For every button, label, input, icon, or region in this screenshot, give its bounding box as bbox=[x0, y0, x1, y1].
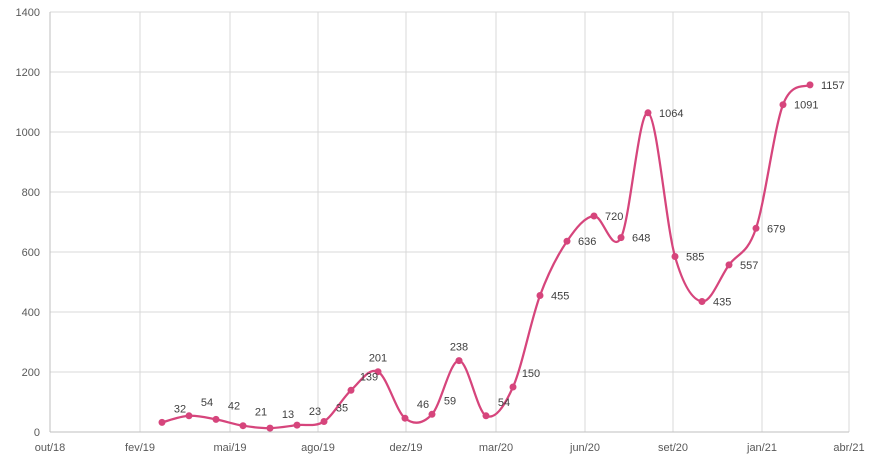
data-point bbox=[806, 81, 814, 89]
data-point bbox=[455, 357, 463, 365]
data-point bbox=[698, 298, 706, 305]
x-tick-label: fev/19 bbox=[125, 442, 155, 454]
data-point bbox=[374, 368, 382, 376]
axes: 0 200 400 600 800 1000 1200 1400 out/18 fev/19 mai… bbox=[16, 7, 865, 454]
data-point bbox=[617, 234, 625, 242]
data-label: 1064 bbox=[659, 108, 683, 120]
data-point bbox=[347, 386, 355, 394]
data-point bbox=[185, 412, 193, 420]
data-label: 238 bbox=[450, 342, 468, 354]
data-label: 557 bbox=[740, 260, 758, 272]
y-tick-label: 400 bbox=[22, 307, 40, 319]
x-tick-label: out/18 bbox=[35, 442, 66, 454]
data-point bbox=[725, 261, 733, 269]
data-point bbox=[428, 410, 436, 418]
data-point bbox=[293, 421, 301, 429]
y-tick-label: 800 bbox=[22, 187, 40, 199]
data-label: 46 bbox=[417, 399, 429, 411]
data-label: 42 bbox=[228, 400, 240, 412]
data-label: 435 bbox=[713, 297, 731, 309]
x-tick-label: jan/21 bbox=[746, 442, 777, 454]
x-tick-label: mai/19 bbox=[213, 442, 246, 454]
data-label: 636 bbox=[578, 236, 596, 248]
data-label: 201 bbox=[369, 353, 387, 365]
data-label: 720 bbox=[605, 211, 623, 223]
data-label: 35 bbox=[336, 403, 348, 415]
data-point bbox=[239, 422, 247, 430]
grid bbox=[50, 11, 850, 432]
data-label: 648 bbox=[632, 233, 650, 245]
y-tick-label: 1000 bbox=[16, 127, 40, 139]
series-line bbox=[160, 83, 812, 430]
x-tick-label: ago/19 bbox=[301, 442, 335, 454]
data-label: 1157 bbox=[821, 80, 845, 92]
y-tick-label: 1200 bbox=[16, 67, 40, 79]
data-point bbox=[779, 101, 787, 109]
data-label: 139 bbox=[360, 371, 378, 383]
x-tick-label: jun/20 bbox=[569, 442, 600, 454]
data-point bbox=[401, 414, 409, 422]
x-tick-label: set/20 bbox=[658, 442, 688, 454]
data-label: 1091 bbox=[794, 100, 818, 112]
data-point bbox=[671, 253, 679, 260]
data-point bbox=[482, 412, 490, 420]
data-label: 455 bbox=[551, 291, 569, 303]
data-label: 54 bbox=[498, 397, 510, 409]
data-point bbox=[320, 418, 328, 425]
data-point bbox=[590, 212, 598, 220]
data-label: 13 bbox=[282, 409, 294, 421]
y-tick-label: 200 bbox=[22, 367, 40, 379]
x-tick-label: abr/21 bbox=[833, 442, 864, 454]
data-label: 585 bbox=[686, 252, 704, 264]
data-point bbox=[536, 292, 544, 299]
y-tick-label: 1400 bbox=[16, 7, 40, 19]
data-point bbox=[212, 415, 220, 423]
y-tick-label: 600 bbox=[22, 247, 40, 259]
data-labels: 32 54 42 21 13 23 35 139 201 46 59 238 54 150 455 636 72… bbox=[174, 80, 845, 421]
x-tick-label: mar/20 bbox=[479, 442, 513, 454]
data-label: 59 bbox=[444, 395, 456, 407]
data-label: 54 bbox=[201, 397, 213, 409]
series bbox=[158, 81, 814, 432]
data-point bbox=[563, 237, 571, 245]
data-label: 679 bbox=[767, 223, 785, 235]
y-tick-label: 0 bbox=[34, 427, 40, 439]
x-tick-label: dez/19 bbox=[389, 442, 422, 454]
data-point bbox=[644, 109, 652, 117]
data-point bbox=[509, 383, 517, 391]
data-label: 32 bbox=[174, 403, 186, 415]
data-label: 23 bbox=[309, 406, 321, 418]
data-point bbox=[158, 418, 166, 426]
data-point bbox=[266, 424, 274, 432]
data-label: 21 bbox=[255, 407, 267, 419]
data-label: 150 bbox=[522, 368, 540, 380]
data-point bbox=[752, 224, 760, 232]
